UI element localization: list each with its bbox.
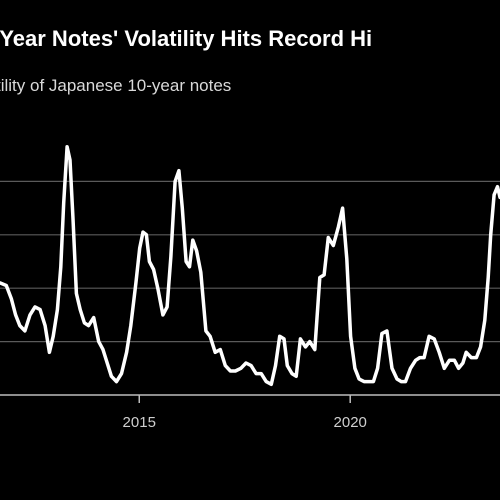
series-line-1 [0,144,500,387]
x-axis-ticks: 2015 2020 [123,395,367,431]
chart-subtitle: tility of Japanese 10-year notes [0,76,232,95]
chart-title: -Year Notes' Volatility Hits Record Hi [0,26,373,51]
series-layer [0,144,500,387]
x-tick-label: 2015 [123,414,156,431]
x-tick-label: 2020 [334,414,367,431]
gridlines [0,180,500,343]
